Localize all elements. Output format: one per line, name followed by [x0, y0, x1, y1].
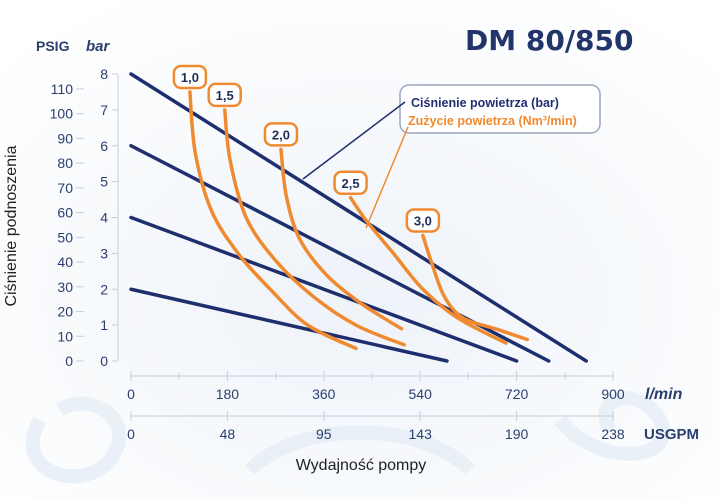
curve-label-text: 1,0: [181, 70, 199, 85]
curve-label-text: 2,0: [272, 127, 290, 142]
air-consumption-curve-5: [421, 233, 530, 342]
x-tick-usgpm: 190: [505, 426, 529, 442]
curve-label-text: 2,5: [342, 176, 360, 191]
legend-box: [399, 84, 601, 134]
curve-label-text: 3,0: [414, 213, 432, 228]
curve-label-3: 2,0: [263, 122, 299, 147]
y-tick-bar: 8: [100, 66, 108, 82]
curve-label-box: [405, 208, 441, 233]
x-tick-lmin: 0: [127, 386, 135, 402]
x-tick-usgpm: 95: [316, 426, 332, 442]
curve-label-1: 1,0: [172, 64, 208, 90]
curve-label-box: [333, 170, 368, 196]
y-tick-bar: 6: [100, 138, 108, 154]
y-tick-bar: 5: [100, 174, 108, 190]
air-pressure-line-1: [129, 287, 449, 363]
x-tick-lmin: 720: [505, 386, 529, 402]
air-pressure-line-2: [129, 215, 519, 363]
y-axis-title: Ciśnienie podnoszenia: [3, 145, 20, 306]
x-tick-lmin: 180: [216, 386, 240, 402]
y-tick-psig: 100: [50, 106, 74, 122]
y-tick-psig: 110: [51, 81, 74, 97]
air-consumption-curve-4: [348, 196, 508, 345]
legend: Ciśnienie powietrza (bar) Zużycie powiet…: [302, 84, 601, 229]
x-tick-lmin: 900: [601, 386, 625, 402]
y-tick-psig: 70: [57, 180, 73, 196]
x-tick-usgpm: 48: [220, 426, 236, 442]
x-tick-lmin: 540: [409, 386, 433, 402]
curve-label-4: 2,5: [333, 170, 368, 196]
chart-title: DM 80/850: [465, 24, 634, 57]
legend-item-air-pressure: Ciśnienie powietrza (bar): [411, 96, 559, 110]
lmin-axis-unit: l/min: [645, 386, 683, 403]
curve-label-2: 1,5: [207, 82, 242, 108]
curve-labels: 1,0 1,5 2,0 2,5 3,0: [172, 64, 441, 233]
air-consumption-curve-2: [222, 108, 406, 347]
y-tick-psig: 40: [57, 254, 73, 270]
x-tick-usgpm: 143: [409, 426, 433, 442]
curve-label-box: [263, 122, 299, 147]
curve-label-box: [207, 82, 242, 108]
usgpm-axis-unit: USGPM: [644, 426, 699, 443]
curve-label-text: 1,5: [216, 88, 234, 103]
y-tick-psig: 90: [57, 130, 73, 146]
legend-pointer-pressure: [302, 101, 406, 180]
y-tick-bar: 1: [100, 317, 108, 333]
x-tick-usgpm: 0: [127, 426, 135, 442]
legend-pointer-consumption: [365, 126, 409, 229]
y-tick-psig: 0: [65, 353, 73, 369]
air-consumption-curves: [188, 90, 530, 351]
x-tick-usgpm: 238: [601, 426, 625, 442]
curve-label-box: [172, 64, 208, 90]
y-tick-bar: 3: [100, 245, 108, 261]
y-tick-psig: 20: [57, 304, 73, 320]
x-axis-title: Wydajność pompy: [296, 457, 427, 474]
y-tick-psig: 60: [57, 205, 73, 221]
curve-label-5: 3,0: [405, 208, 441, 233]
air-consumption-curve-3: [279, 147, 404, 331]
y-tick-psig: 10: [57, 328, 73, 344]
y-tick-bar: 4: [100, 210, 108, 226]
psig-axis-unit: PSIG: [36, 38, 70, 54]
x-tick-lmin: 360: [312, 386, 336, 402]
bar-axis-unit: bar: [86, 38, 111, 55]
y-tick-bar: 2: [100, 281, 108, 297]
axes: [76, 73, 614, 421]
y-tick-bar: 0: [100, 353, 108, 369]
y-tick-psig: 50: [57, 229, 73, 245]
air-consumption-curve-1: [188, 90, 358, 351]
y-tick-psig: 80: [57, 155, 73, 171]
y-tick-bar: 7: [100, 102, 108, 118]
y-tick-psig: 30: [57, 279, 73, 295]
watermark-swirl: [25, 391, 670, 484]
legend-item-air-consumption: Zużycie powietrza (Nm³/min): [408, 114, 577, 128]
air-pressure-line-4: [129, 72, 588, 363]
